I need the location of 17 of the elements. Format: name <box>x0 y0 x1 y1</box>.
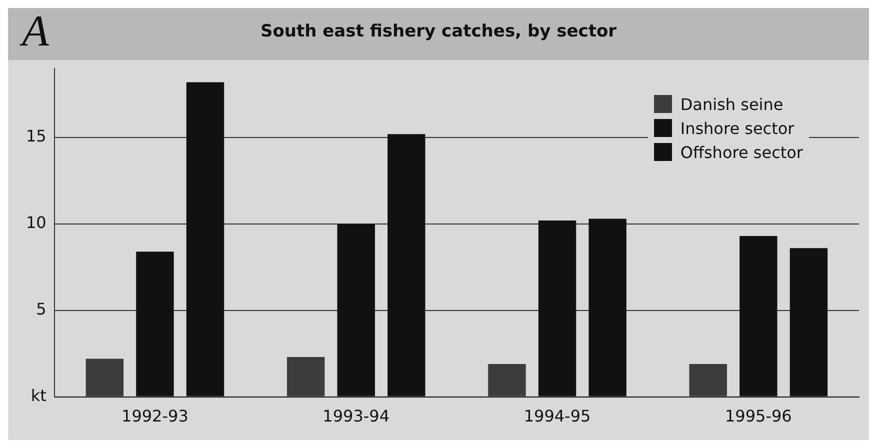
legend-label: Offshore sector <box>680 142 803 162</box>
bar <box>86 358 124 396</box>
y-tick-label: kt <box>30 386 46 405</box>
x-tick-label: 1992-93 <box>122 406 188 426</box>
bar <box>488 364 526 396</box>
y-tick-label: 5 <box>36 300 46 319</box>
x-tick-label: 1994-95 <box>524 406 591 426</box>
legend-label: Inshore sector <box>680 118 794 138</box>
chart-title: South east fishery catches, by sector <box>260 22 618 42</box>
y-tick-label: 10 <box>26 213 46 232</box>
legend-label: Danish seine <box>680 94 784 114</box>
text: A <box>19 6 50 56</box>
x-tick-label: 1995-96 <box>724 406 792 426</box>
x-tick-label: 1993-94 <box>322 406 390 426</box>
bar <box>286 357 325 396</box>
bar <box>689 364 727 396</box>
y-tick-label: 15 <box>26 126 46 146</box>
